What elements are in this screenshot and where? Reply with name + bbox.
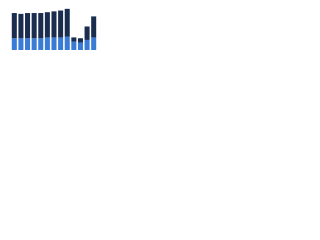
- bar-segment: [25, 38, 31, 50]
- bar-segment: [38, 13, 44, 39]
- bar-segment: [18, 38, 24, 50]
- bar-segment: [91, 16, 97, 38]
- bar-segment: [44, 12, 50, 38]
- bar-segment: [31, 13, 37, 39]
- bar-segment: [38, 38, 44, 50]
- bar-segment: [58, 37, 64, 50]
- bar-segment: [64, 36, 70, 50]
- bar-segment: [11, 13, 17, 39]
- bar-segment: [71, 41, 77, 50]
- bar-segment: [77, 42, 83, 50]
- bar-segment: [71, 37, 77, 42]
- bar-segment: [58, 10, 64, 38]
- bar-segment: [44, 37, 50, 50]
- bar-segment: [91, 37, 97, 50]
- bar-segment: [77, 38, 83, 43]
- bar-segment: [64, 8, 70, 37]
- bar-segment: [51, 37, 57, 50]
- bar-segment: [18, 13, 24, 39]
- bar-segment: [51, 11, 57, 38]
- bar-segment: [31, 38, 37, 50]
- bar-segment: [11, 38, 17, 50]
- chart: [0, 0, 100, 71]
- bar-segment: [84, 39, 90, 50]
- bar-segment: [84, 26, 90, 40]
- bar-segment: [25, 13, 31, 39]
